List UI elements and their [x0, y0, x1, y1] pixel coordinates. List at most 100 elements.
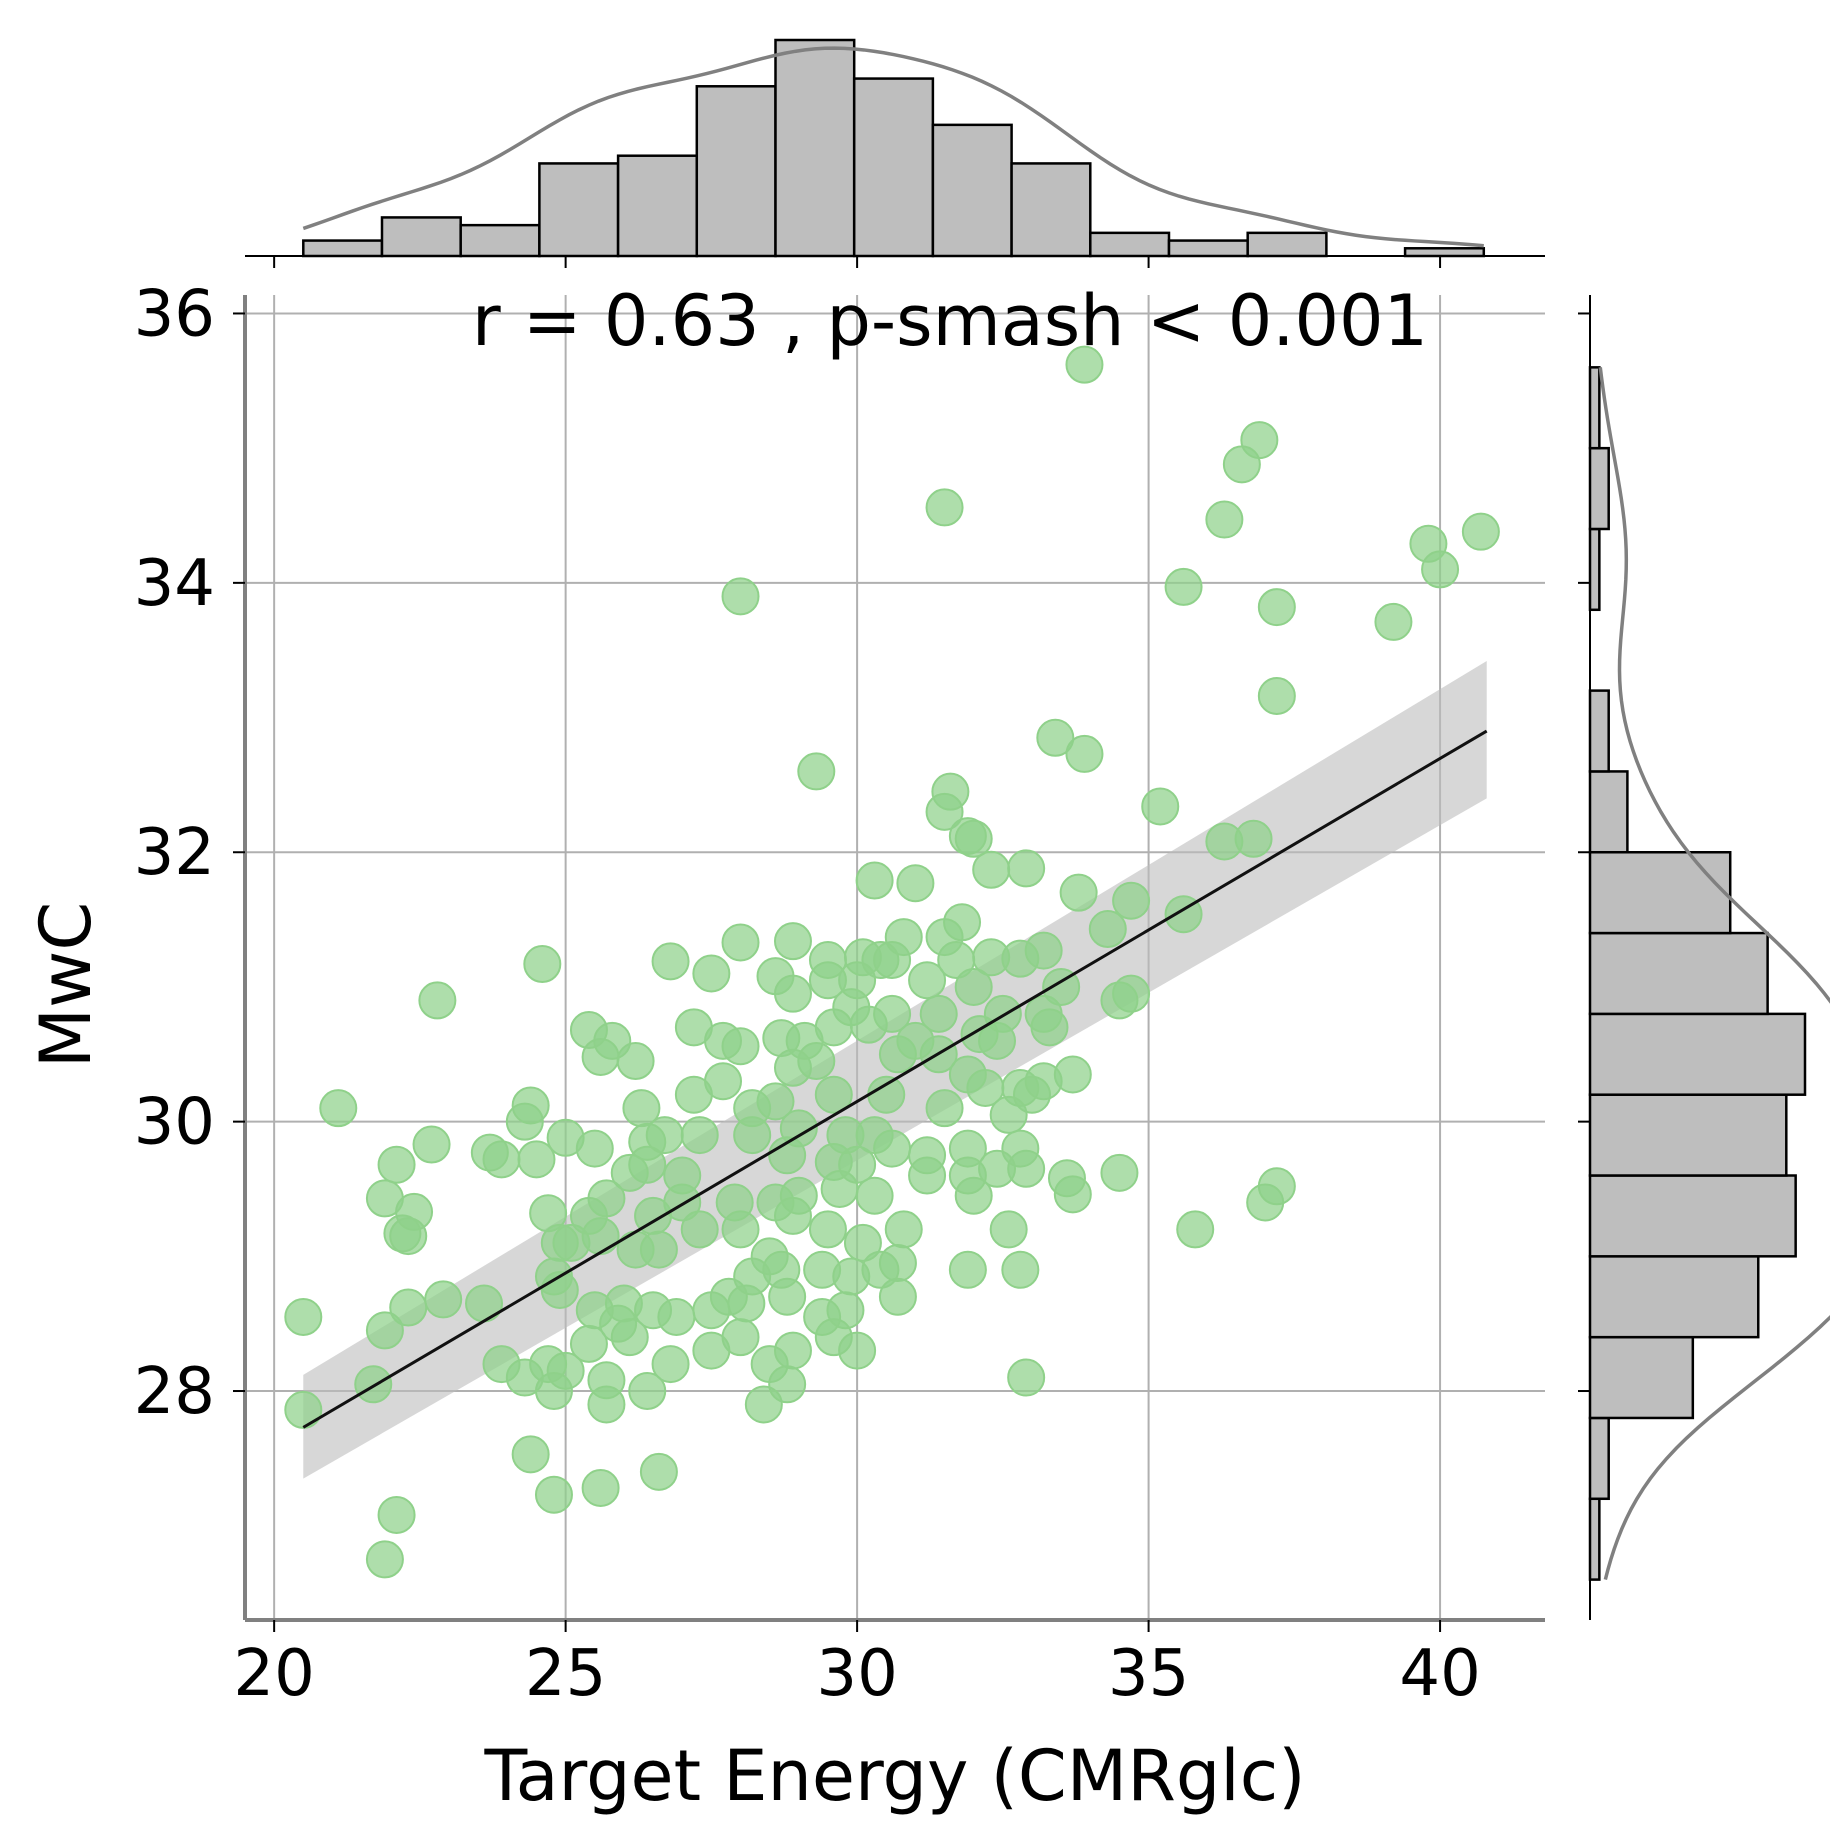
marginal-y-bar	[1588, 1255, 1760, 1339]
y-tick-label: 30	[134, 1086, 215, 1160]
data-point	[523, 945, 562, 984]
data-point	[925, 488, 964, 527]
data-point	[733, 1116, 772, 1155]
marginal-x-bar	[1403, 247, 1486, 258]
data-point	[1001, 1250, 1040, 1289]
marginal-y-bar	[1588, 850, 1732, 935]
marginal-y-bar	[1588, 931, 1769, 1016]
data-point	[1053, 1055, 1092, 1094]
data-point	[639, 1230, 678, 1269]
scatter-points	[284, 345, 1500, 1579]
data-point	[377, 1145, 416, 1184]
data-point	[534, 1475, 573, 1514]
marginal-y-histogram	[1578, 295, 1830, 1620]
marginal-y-bar	[1588, 1174, 1797, 1258]
data-point	[581, 1037, 620, 1076]
x-tick-label: 35	[1108, 1637, 1189, 1711]
marginal-x-bar	[616, 154, 699, 258]
data-point	[692, 1291, 731, 1330]
data-point	[610, 1318, 649, 1357]
marginal-x-bar	[538, 162, 620, 258]
data-point	[482, 1140, 521, 1179]
marginal-y-bar	[1588, 1497, 1601, 1581]
data-point	[1036, 718, 1075, 757]
regression-line	[302, 729, 1488, 1429]
data-point	[1088, 910, 1127, 949]
data-point	[418, 981, 457, 1020]
data-point	[989, 1210, 1028, 1249]
data-point	[1374, 602, 1413, 641]
data-point	[1222, 445, 1261, 484]
data-point	[721, 1027, 760, 1066]
data-point	[954, 1176, 993, 1215]
data-point	[978, 1021, 1017, 1060]
data-point	[581, 1217, 620, 1256]
data-point	[1007, 1149, 1046, 1188]
data-point	[517, 1140, 556, 1179]
data-point	[1421, 550, 1460, 589]
data-point	[1164, 567, 1203, 606]
data-point	[972, 850, 1011, 889]
data-point	[424, 1280, 463, 1319]
data-point	[1007, 1358, 1046, 1397]
data-point	[534, 1372, 573, 1411]
data-point	[389, 1217, 428, 1256]
y-tick-label: 32	[134, 816, 215, 890]
data-point	[896, 864, 935, 903]
data-point	[587, 1385, 626, 1424]
data-point	[808, 1210, 847, 1249]
data-point	[639, 1452, 678, 1491]
data-point	[797, 752, 836, 791]
data-point	[721, 1318, 760, 1357]
marginal-x-bar	[302, 239, 384, 258]
data-point	[1234, 819, 1273, 858]
data-point	[412, 1125, 451, 1164]
data-point	[756, 1082, 795, 1121]
data-point	[838, 1331, 877, 1370]
data-point	[1030, 1008, 1069, 1047]
marginal-y-bar	[1588, 689, 1610, 773]
marginal-y-bar	[1588, 366, 1601, 450]
data-point	[389, 1288, 428, 1327]
marginal-y-bar	[1588, 1416, 1610, 1501]
data-point	[954, 967, 993, 1006]
marginal-x-histogram	[245, 38, 1545, 268]
marginal-x-kde	[302, 46, 1484, 248]
marginal-y-kde	[1598, 367, 1830, 1581]
data-point	[744, 1385, 783, 1424]
marginal-y-bar	[1588, 446, 1610, 531]
data-point	[1141, 787, 1180, 826]
data-point	[1065, 345, 1104, 384]
data-point	[651, 1345, 690, 1384]
marginal-x-bar	[1010, 162, 1092, 258]
x-tick-label: 30	[816, 1637, 897, 1711]
data-point	[1012, 1075, 1051, 1114]
data-point	[377, 1495, 416, 1534]
data-point	[628, 1372, 667, 1411]
data-point	[855, 1176, 894, 1215]
data-point	[1176, 1210, 1215, 1249]
data-point	[581, 1469, 620, 1507]
axes	[243, 295, 1545, 1622]
data-point	[1257, 1167, 1296, 1206]
marginal-x-bar	[1167, 239, 1249, 258]
data-point	[1007, 849, 1046, 888]
data-point	[657, 1297, 696, 1336]
data-point	[797, 1042, 836, 1081]
marginal-y-bar	[1588, 770, 1629, 854]
data-point	[1100, 1153, 1139, 1192]
data-point	[721, 1210, 760, 1249]
data-point	[925, 1089, 964, 1128]
data-point	[1100, 981, 1139, 1020]
data-point	[820, 1169, 859, 1208]
data-point	[873, 1129, 912, 1168]
marginal-x-bar	[459, 223, 541, 258]
marginal-x-bar	[695, 85, 777, 258]
data-point	[692, 954, 731, 993]
data-point	[616, 1042, 655, 1081]
data-point	[1257, 588, 1296, 627]
y-tick-label: 36	[134, 277, 215, 351]
data-point	[628, 1145, 667, 1184]
data-point	[855, 861, 894, 900]
